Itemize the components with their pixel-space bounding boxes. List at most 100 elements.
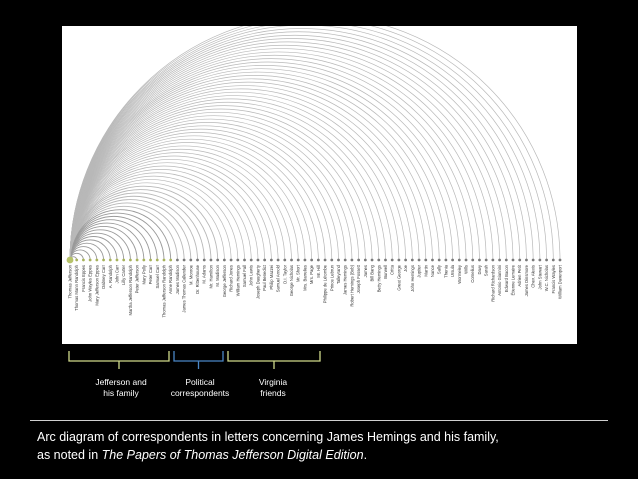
- node-dot: [330, 258, 334, 262]
- node-dot: [551, 258, 555, 262]
- node-dot: [337, 258, 340, 262]
- node-label: James Dinsmore: [524, 264, 529, 296]
- arc-samuel-arnold: [69, 155, 279, 261]
- arc-ursula: [69, 68, 453, 261]
- caption: Arc diagram of correspondents in letters…: [37, 428, 627, 464]
- node-dot: [229, 258, 233, 262]
- node-dot: [451, 258, 455, 262]
- diagram-panel: Thomas Jefferson Thomas Mann Randolph Fran…: [62, 26, 577, 344]
- node-label: Critta: [390, 264, 395, 275]
- arc-john-lewis: [69, 169, 252, 261]
- arc-mrs-barrelies: [69, 142, 306, 261]
- node-label: Antonio Giannini: [497, 265, 502, 296]
- node-dot: [196, 258, 199, 262]
- node-label: Robert Hemings (Bob): [349, 264, 354, 306]
- node-label: Jupiter: [417, 264, 422, 277]
- node-label: John Wayles Eppes: [88, 265, 93, 302]
- node-label: John Carr: [114, 264, 119, 283]
- node-label: Davy: [477, 264, 482, 274]
- node-label: Nance: [430, 264, 435, 277]
- node-dot: [290, 258, 293, 262]
- arc-philip-mazzei: [69, 158, 272, 261]
- arc-samuel-carr: [69, 216, 158, 261]
- node-dot: [189, 258, 193, 262]
- node-dot: [491, 258, 495, 262]
- arc-adrien-petit: [69, 34, 521, 261]
- arc-d-i-taylor: [69, 152, 286, 261]
- arc-joe: [69, 91, 406, 261]
- node-dot: [545, 258, 548, 262]
- arc-group: [69, 26, 561, 261]
- node-label: Prince Lebrun: [329, 264, 334, 291]
- group-bracket-1: [173, 351, 224, 369]
- node-dot: [410, 258, 414, 262]
- node-label: Chev. Alexis: [531, 265, 536, 288]
- node-dot: [303, 258, 307, 262]
- node-dot: [444, 258, 448, 262]
- arc-bill-bang: [69, 108, 373, 261]
- node-label: Mr. Hamilton: [208, 264, 213, 288]
- node-dot: [484, 258, 488, 262]
- node-dot: [310, 258, 314, 262]
- node-label: Mary Jefferson Eppes: [94, 265, 99, 306]
- node-dot: [518, 258, 522, 262]
- node-label: Cornelius: [470, 265, 475, 283]
- node-label: Samuel Arnold: [276, 264, 281, 292]
- arc-thenia: [69, 71, 447, 261]
- arc-great-george: [69, 95, 400, 261]
- arc-m-adams: [69, 192, 205, 261]
- node-label: Edward Bacon: [504, 264, 509, 292]
- arc-mrs-page: [69, 138, 312, 261]
- node-dot: [296, 258, 300, 262]
- node-label: John Stewart: [537, 264, 542, 289]
- node-label: Joseph Fossett: [356, 264, 361, 293]
- node-label: Philip Mazzei: [269, 265, 274, 290]
- node-dot: [243, 258, 246, 262]
- node-label: John Hemings: [410, 265, 415, 292]
- arc-samuel-fall: [69, 172, 245, 261]
- node-label: James Hemings: [343, 265, 348, 295]
- arc-robert-hemings-bob-: [69, 118, 353, 261]
- node-label: Mrs. Barrelies: [302, 265, 307, 291]
- node-dot: [558, 258, 562, 262]
- node-label: Thomas Jefferson Randolph: [161, 264, 166, 317]
- node-label: W.C. Nicholas: [544, 265, 549, 291]
- node-dot: [162, 258, 166, 262]
- arc-william-hemings: [69, 175, 239, 261]
- node-label: Mr. Short: [296, 264, 301, 282]
- node-label: Bill Bang: [370, 264, 375, 281]
- caption-line-2-prefix: as noted in: [37, 448, 102, 462]
- node-label: Paul Benedict: [262, 264, 267, 291]
- arc-cornelius: [69, 58, 474, 261]
- arc-critta: [69, 98, 393, 261]
- node-label: James Madison: [175, 264, 180, 294]
- node-label: John Lewis: [249, 265, 254, 286]
- arc-james-madison: [69, 205, 178, 261]
- arc-sally: [69, 75, 440, 261]
- arc-francis-wayles: [69, 26, 554, 261]
- caption-line-2-suffix: .: [363, 448, 368, 462]
- node-label: Mr. Hill: [316, 265, 321, 278]
- node-dot: [256, 258, 260, 262]
- node-dot: [377, 258, 381, 262]
- node-dot: [142, 258, 146, 262]
- node-dot: [363, 258, 367, 262]
- node-label: Samuel Carr: [155, 264, 160, 288]
- node-label: Betty Hemings: [376, 265, 381, 292]
- node-dot: [75, 258, 79, 262]
- arc-thomas-jefferson-randolph: [69, 212, 165, 261]
- node-dot: [175, 258, 179, 262]
- arc-philippe-de-l-tombe: [69, 132, 326, 261]
- node-dot: [370, 258, 374, 262]
- node-label: Étienne Lemaire: [511, 264, 516, 295]
- node-label: George Nicholas: [289, 265, 294, 296]
- node-dot: [424, 258, 428, 262]
- node-dot: [464, 258, 468, 262]
- node-label: Francis Wayles: [551, 265, 556, 293]
- node-dot: [182, 258, 186, 262]
- node-label: Anne Randolph: [168, 264, 173, 294]
- node-dot: [135, 258, 139, 262]
- node-label: M. Monroe: [188, 264, 193, 285]
- arc-paul-benedict: [69, 162, 266, 261]
- node-dot: [390, 258, 394, 262]
